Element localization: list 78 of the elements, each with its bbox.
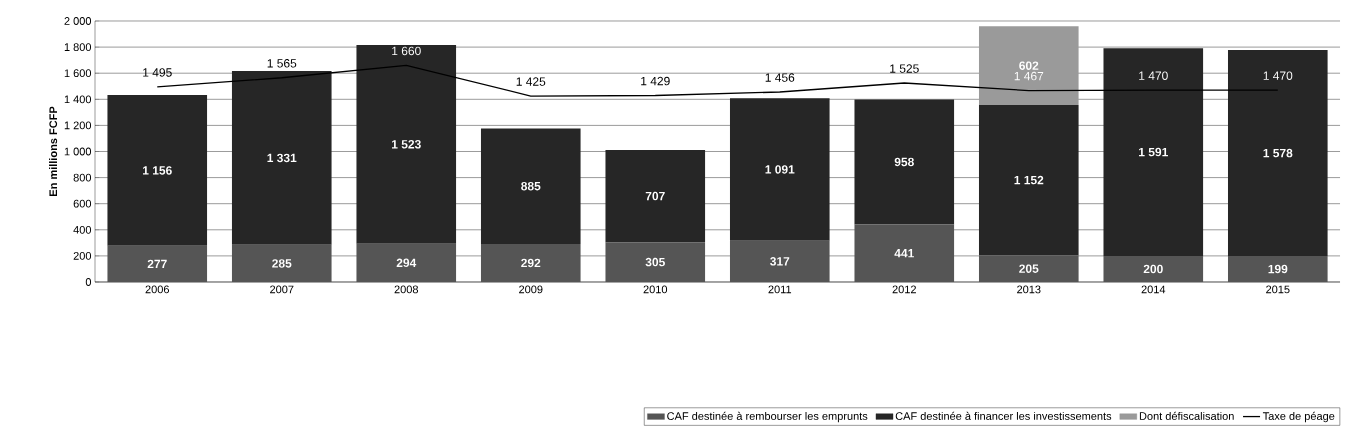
- data-label: 199: [1268, 264, 1288, 274]
- x-tick-label: 2014: [1141, 285, 1166, 294]
- data-label: 317: [770, 257, 790, 266]
- legend-label: CAF destinée à financer les investissements: [895, 411, 1112, 420]
- data-label: 1 565: [267, 59, 297, 68]
- data-label: 285: [272, 259, 292, 268]
- x-tick-label: 2010: [643, 285, 668, 294]
- data-label: 1 591: [1139, 147, 1168, 157]
- y-tick-label: 600: [73, 199, 92, 208]
- data-label: 1 578: [1263, 148, 1293, 158]
- y-tick-label: 200: [73, 252, 92, 260]
- data-label: 277: [147, 259, 167, 269]
- bar: [231, 244, 332, 282]
- bar: [480, 128, 581, 244]
- data-label: 602: [1019, 61, 1039, 70]
- data-label: 1 425: [516, 77, 546, 86]
- y-tick-label: 1 400: [64, 95, 92, 104]
- y-tick-label: 1 000: [64, 147, 92, 156]
- y-tick-label: 400: [73, 225, 92, 234]
- data-label: 1 456: [765, 73, 795, 82]
- bar: [605, 149, 706, 243]
- data-label: 1 523: [392, 140, 421, 149]
- bar: [480, 243, 581, 282]
- y-tick-label: 1 800: [64, 43, 92, 51]
- bar: [107, 245, 208, 282]
- bar: [978, 255, 1079, 282]
- data-label: 1 470: [1263, 71, 1293, 80]
- bar: [978, 26, 1079, 105]
- data-label: 1 429: [641, 76, 670, 86]
- bar: [729, 240, 830, 282]
- x-tick-label: 2012: [892, 285, 916, 294]
- data-label: 1 152: [1014, 175, 1044, 185]
- bar: [854, 99, 955, 225]
- x-tick-label: 2015: [1266, 285, 1290, 294]
- bar: [854, 224, 955, 282]
- bar: [356, 44, 457, 244]
- y-axis-title: En millions FCFP: [49, 106, 58, 196]
- bar: [729, 98, 830, 241]
- data-label: 1 091: [765, 165, 795, 174]
- x-tick-label: 2008: [394, 285, 419, 294]
- bar: [107, 94, 208, 246]
- data-label: 205: [1019, 264, 1039, 273]
- y-tick-label: 800: [73, 173, 92, 182]
- y-tick-label: 0: [85, 278, 92, 286]
- data-label: 885: [521, 181, 541, 191]
- x-tick-label: 2011: [768, 285, 792, 294]
- data-label: 441: [894, 249, 914, 258]
- data-label: 1 467: [1014, 71, 1044, 81]
- data-label: 958: [894, 157, 914, 167]
- y-tick-label: 1 200: [64, 121, 92, 130]
- data-label: 1 156: [142, 166, 172, 175]
- data-label: 1 331: [267, 153, 297, 163]
- data-label: 200: [1143, 264, 1163, 274]
- x-tick-label: 2009: [519, 285, 543, 294]
- y-tick-label: 1 600: [64, 69, 92, 78]
- data-label: 305: [645, 257, 665, 267]
- bar: [1227, 256, 1328, 282]
- data-label: 1 470: [1139, 71, 1168, 80]
- bar: [1103, 255, 1204, 282]
- bar: [1227, 50, 1328, 257]
- x-tick-label: 2006: [145, 285, 170, 294]
- bar: [231, 71, 332, 245]
- data-label: 1 660: [392, 46, 421, 56]
- data-label: 292: [521, 258, 541, 268]
- legend-label: Taxe de péage: [1262, 411, 1335, 423]
- bar: [605, 242, 706, 282]
- bar: [1103, 48, 1204, 256]
- legend-label: Dont défiscalisation: [1139, 411, 1234, 420]
- bar: [978, 104, 1079, 256]
- data-label: 1 525: [890, 64, 919, 73]
- x-tick-label: 2007: [270, 285, 294, 294]
- legend-label: CAF destinée à rembourser les emprunts: [667, 411, 868, 423]
- y-tick-label: 2 000: [64, 17, 92, 25]
- x-tick-label: 2013: [1017, 285, 1041, 294]
- bar: [356, 243, 457, 282]
- data-label: 294: [396, 258, 417, 268]
- data-label: 1 495: [143, 68, 172, 77]
- data-label: 707: [645, 191, 665, 201]
